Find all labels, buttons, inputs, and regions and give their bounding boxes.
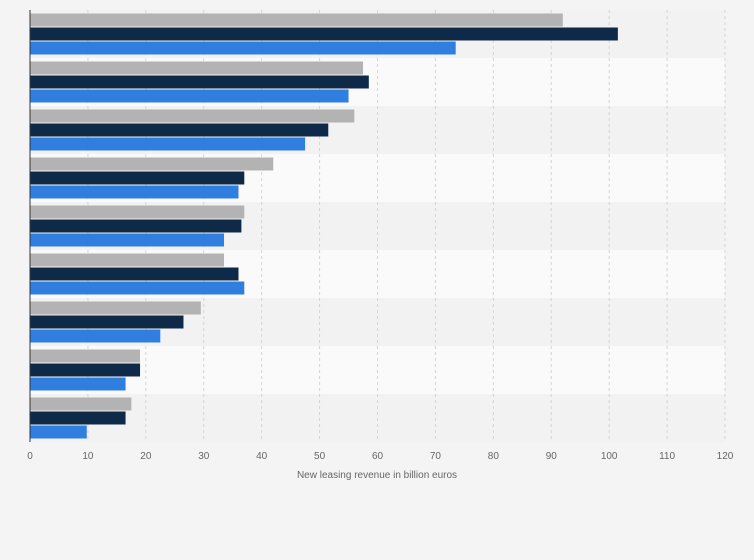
- bar[interactable]: [30, 377, 126, 391]
- bar[interactable]: [30, 329, 161, 343]
- bar[interactable]: [30, 171, 245, 185]
- bar[interactable]: [30, 205, 245, 219]
- bar[interactable]: [30, 41, 456, 55]
- bar[interactable]: [30, 27, 618, 41]
- bar[interactable]: [30, 233, 225, 247]
- bar[interactable]: [30, 89, 349, 103]
- bar[interactable]: [30, 61, 364, 75]
- x-tick-label: 10: [82, 451, 94, 462]
- x-axis-title: New leasing revenue in billion euros: [297, 470, 457, 481]
- bar[interactable]: [30, 185, 239, 199]
- x-tick-label: 120: [717, 451, 734, 462]
- bar[interactable]: [30, 137, 306, 151]
- bar[interactable]: [30, 13, 563, 27]
- bar[interactable]: [30, 219, 242, 233]
- x-tick-label: 80: [488, 451, 500, 462]
- bar[interactable]: [30, 157, 274, 171]
- bar[interactable]: [30, 315, 184, 329]
- bar[interactable]: [30, 253, 225, 267]
- bar[interactable]: [30, 281, 245, 295]
- bar[interactable]: [30, 349, 141, 363]
- bar[interactable]: [30, 411, 126, 425]
- x-tick-label: 70: [430, 451, 442, 462]
- bar[interactable]: [30, 363, 141, 377]
- x-tick-label: 100: [601, 451, 618, 462]
- x-tick-label: 0: [27, 451, 33, 462]
- bar[interactable]: [30, 123, 329, 137]
- x-tick-label: 40: [256, 451, 268, 462]
- x-tick-label: 90: [546, 451, 558, 462]
- bar[interactable]: [30, 425, 87, 439]
- bar[interactable]: [30, 75, 369, 89]
- x-tick-label: 30: [198, 451, 210, 462]
- x-tick-label: 60: [372, 451, 384, 462]
- bar[interactable]: [30, 267, 239, 281]
- x-tick-label: 110: [659, 451, 675, 462]
- x-tick-label: 20: [140, 451, 152, 462]
- bar[interactable]: [30, 397, 132, 411]
- bar[interactable]: [30, 109, 355, 123]
- bar[interactable]: [30, 301, 201, 315]
- x-axis-ticks: 0 10 20 30 40 50 60 70 80 90 100 110 120: [27, 451, 734, 462]
- x-tick-label: 50: [314, 451, 326, 462]
- bars: [30, 13, 618, 439]
